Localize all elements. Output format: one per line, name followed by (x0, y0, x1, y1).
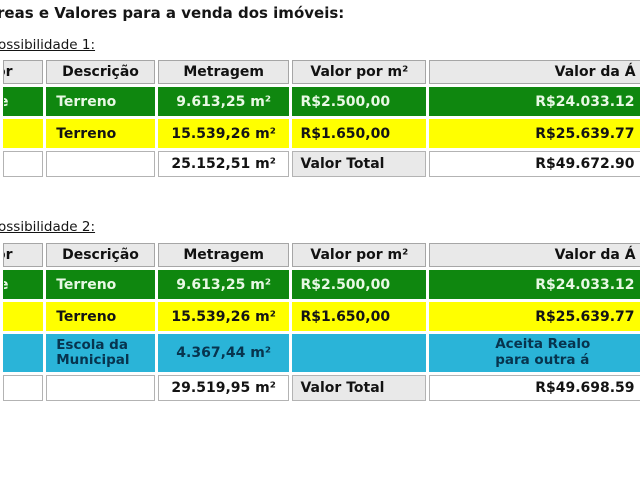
description-cell: Terreno (46, 302, 155, 331)
column-header-sector: or (3, 60, 44, 84)
metragem-cell: 4.367,44 m² (157, 334, 290, 372)
relocation-note-cell: Aceita Realo para outra á (429, 334, 640, 372)
total-metragem-cell: 25.152,51 m² (157, 151, 290, 177)
relocation-note-line1: Aceita Realo (495, 336, 591, 353)
column-header-description: Descrição (46, 60, 155, 84)
sector-cell (3, 302, 44, 331)
area-value-cell: R$24.033.12 (429, 270, 640, 299)
empty-cell (46, 151, 155, 177)
column-header-price: Valor por m² (292, 60, 427, 84)
price-cell: R$1.650,00 (292, 302, 427, 331)
total-value-cell: R$49.698.59 (429, 375, 640, 401)
table-row: e Terreno 9.613,25 m² R$2.500,00 R$24.03… (3, 87, 640, 116)
metragem-cell: 9.613,25 m² (157, 87, 290, 116)
metragem-cell: 9.613,25 m² (157, 270, 290, 299)
metragem-cell: 15.539,26 m² (157, 302, 290, 331)
possibility-2-table: or Descrição Metragem Valor por m² Valor… (0, 240, 640, 404)
price-cell (292, 334, 427, 372)
sector-cell: e (3, 87, 44, 116)
table-row: e Terreno 9.613,25 m² R$2.500,00 R$24.03… (3, 270, 640, 299)
table-row: Terreno 15.539,26 m² R$1.650,00 R$25.639… (3, 119, 640, 148)
valor-total-label: Valor Total (292, 375, 427, 401)
empty-cell (3, 151, 44, 177)
price-cell: R$1.650,00 (292, 119, 427, 148)
total-metragem-cell: 29.519,95 m² (157, 375, 290, 401)
total-row: 29.519,95 m² Valor Total R$49.698.59 (3, 375, 640, 401)
price-cell: R$2.500,00 (292, 270, 427, 299)
sector-cell: e (3, 270, 44, 299)
description-cell: Terreno (46, 87, 155, 116)
table-header-row: or Descrição Metragem Valor por m² Valor… (3, 243, 640, 267)
column-header-area-value: Valor da Á (429, 243, 640, 267)
column-header-metragem: Metragem (157, 60, 290, 84)
sector-cell (3, 119, 44, 148)
description-cell: Terreno (46, 270, 155, 299)
sector-cell: l (3, 334, 44, 372)
valor-total-label: Valor Total (292, 151, 427, 177)
section-label-possibility-1: ossibilidade 1: (0, 37, 96, 53)
column-header-sector: or (3, 243, 44, 267)
table-row-school: l Escola da Municipal 4.367,44 m² Aceita… (3, 334, 640, 372)
table-row: Terreno 15.539,26 m² R$1.650,00 R$25.639… (3, 302, 640, 331)
page-title: reas e Valores para a venda dos imóveis: (0, 4, 345, 22)
metragem-cell: 15.539,26 m² (157, 119, 290, 148)
area-value-cell: R$25.639.77 (429, 302, 640, 331)
possibility-1-table: or Descrição Metragem Valor por m² Valor… (0, 57, 640, 180)
column-header-description: Descrição (46, 243, 155, 267)
table-header-row: or Descrição Metragem Valor por m² Valor… (3, 60, 640, 84)
description-cell: Terreno (46, 119, 155, 148)
column-header-price: Valor por m² (292, 243, 427, 267)
total-row: 25.152,51 m² Valor Total R$49.672.90 (3, 151, 640, 177)
column-header-area-value: Valor da Á (429, 60, 640, 84)
empty-cell (46, 375, 155, 401)
price-cell: R$2.500,00 (292, 87, 427, 116)
area-value-cell: R$24.033.12 (429, 87, 640, 116)
section-label-possibility-2: ossibilidade 2: (0, 219, 96, 235)
description-cell: Escola da Municipal (46, 334, 155, 372)
relocation-note-line2: para outra á (495, 352, 590, 368)
total-value-cell: R$49.672.90 (429, 151, 640, 177)
empty-cell (3, 375, 44, 401)
column-header-metragem: Metragem (157, 243, 290, 267)
area-value-cell: R$25.639.77 (429, 119, 640, 148)
